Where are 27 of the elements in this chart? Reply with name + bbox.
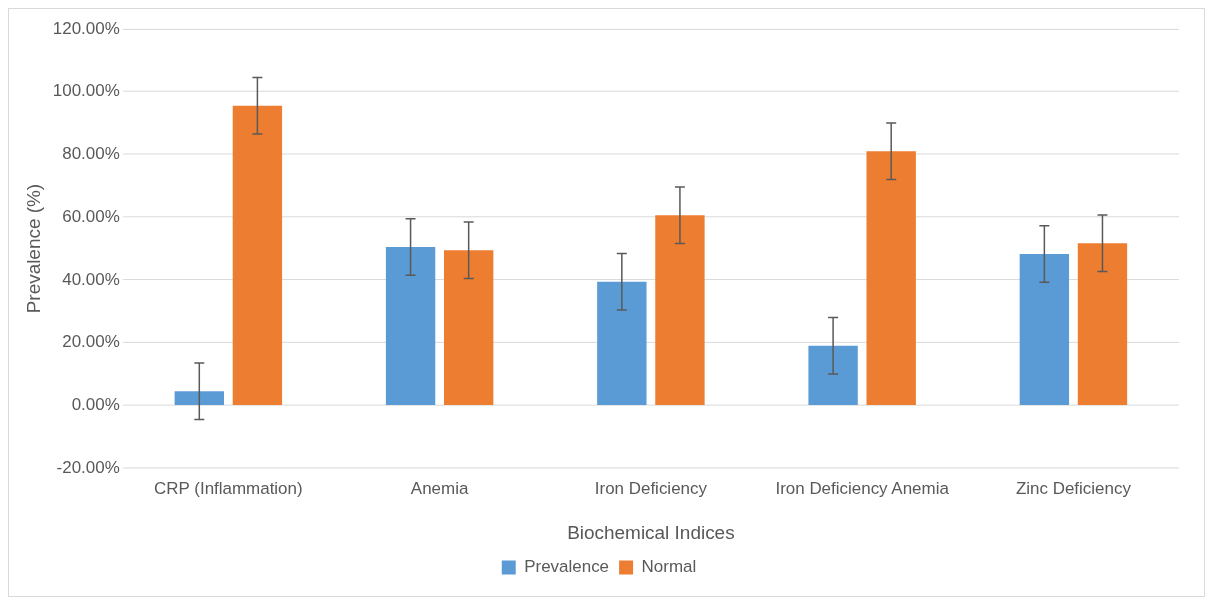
x-tick-label: Anemia bbox=[410, 479, 469, 499]
y-tick-label: 120.00% bbox=[52, 18, 120, 38]
bar bbox=[1019, 253, 1070, 405]
y-tick-label: 60.00% bbox=[62, 206, 120, 226]
bar bbox=[232, 105, 283, 405]
bar bbox=[655, 215, 705, 405]
x-axis-title: Biochemical Indices bbox=[567, 522, 735, 544]
y-tick-label: 40.00% bbox=[62, 269, 120, 289]
bar bbox=[808, 345, 858, 405]
bar bbox=[597, 281, 647, 405]
y-tick-label: 100.00% bbox=[52, 81, 120, 101]
y-axis-title: Prevalence (%) bbox=[22, 183, 44, 314]
y-tick-label: 80.00% bbox=[62, 144, 120, 164]
y-tick-label: -20.00% bbox=[56, 457, 120, 477]
legend-label: Prevalence bbox=[524, 557, 610, 577]
bar bbox=[385, 247, 436, 405]
legend-label: Normal bbox=[641, 557, 697, 577]
bar bbox=[1077, 243, 1128, 405]
y-tick-label: 0.00% bbox=[71, 395, 120, 415]
bar bbox=[443, 250, 494, 405]
x-tick-label: Zinc Deficiency bbox=[1015, 479, 1132, 499]
x-tick-label: Iron Deficiency bbox=[594, 479, 708, 499]
x-tick-label: CRP (Inflammation) bbox=[154, 479, 303, 499]
bar bbox=[174, 391, 224, 405]
y-tick-label: 20.00% bbox=[62, 332, 120, 352]
bar bbox=[866, 151, 916, 405]
x-tick-label: Iron Deficiency Anemia bbox=[775, 479, 950, 499]
